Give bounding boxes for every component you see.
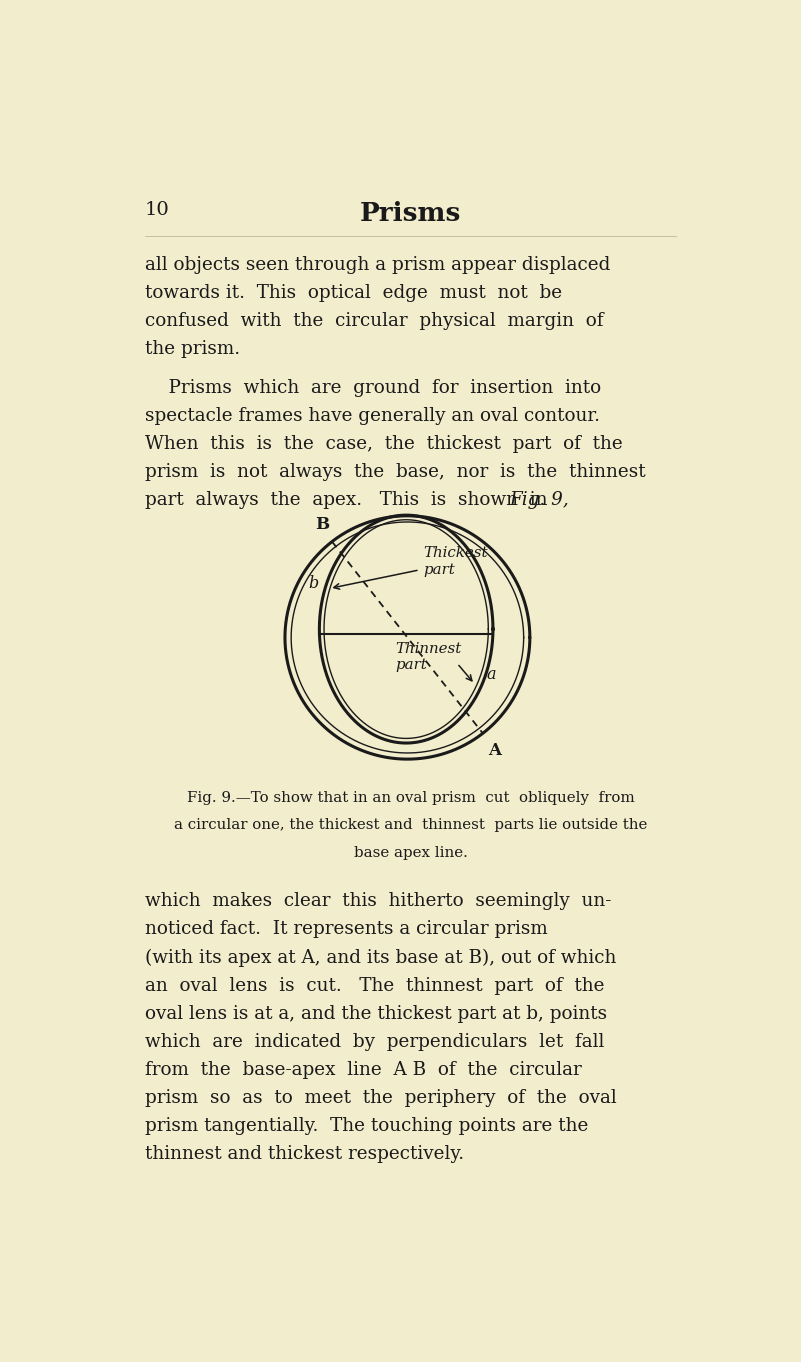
Text: A: A bbox=[488, 742, 501, 759]
Text: prism  so  as  to  meet  the  periphery  of  the  oval: prism so as to meet the periphery of the… bbox=[145, 1090, 617, 1107]
Text: from  the  base-apex  line  A B  of  the  circular: from the base-apex line A B of the circu… bbox=[145, 1061, 582, 1079]
Text: which  makes  clear  this  hitherto  seemingly  un-: which makes clear this hitherto seemingl… bbox=[145, 892, 611, 910]
Text: a: a bbox=[486, 666, 496, 684]
Text: Fig. 9,: Fig. 9, bbox=[509, 492, 569, 509]
Text: spectacle frames have generally an oval contour.: spectacle frames have generally an oval … bbox=[145, 407, 600, 425]
Text: b: b bbox=[308, 575, 318, 591]
Text: base apex line.: base apex line. bbox=[353, 846, 468, 859]
Text: confused  with  the  circular  physical  margin  of: confused with the circular physical marg… bbox=[145, 312, 603, 330]
Text: thinnest and thickest respectively.: thinnest and thickest respectively. bbox=[145, 1145, 464, 1163]
Text: oval lens is at a, and the thickest part at b, points: oval lens is at a, and the thickest part… bbox=[145, 1005, 607, 1023]
Text: Thickest
part: Thickest part bbox=[423, 546, 488, 576]
Text: Thinnest
part: Thinnest part bbox=[395, 642, 461, 671]
Text: noticed fact.  It represents a circular prism: noticed fact. It represents a circular p… bbox=[145, 921, 548, 938]
Text: the prism.: the prism. bbox=[145, 340, 240, 358]
Text: 10: 10 bbox=[145, 202, 170, 219]
Text: Prisms: Prisms bbox=[360, 202, 461, 226]
Text: prism tangentially.  The touching points are the: prism tangentially. The touching points … bbox=[145, 1117, 588, 1135]
Text: Fig. 9.—To show that in an oval prism  cut  obliquely  from: Fig. 9.—To show that in an oval prism cu… bbox=[187, 790, 634, 805]
Text: (with its apex at A, and its base at B), out of which: (with its apex at A, and its base at B),… bbox=[145, 948, 616, 967]
Text: towards it.  This  optical  edge  must  not  be: towards it. This optical edge must not b… bbox=[145, 283, 562, 302]
Text: part  always  the  apex.   This  is  shown  in: part always the apex. This is shown in bbox=[145, 492, 618, 509]
Text: B: B bbox=[315, 516, 329, 533]
Text: prism  is  not  always  the  base,  nor  is  the  thinnest: prism is not always the base, nor is the… bbox=[145, 463, 646, 481]
Text: an  oval  lens  is  cut.   The  thinnest  part  of  the: an oval lens is cut. The thinnest part o… bbox=[145, 977, 604, 994]
Text: which  are  indicated  by  perpendiculars  let  fall: which are indicated by perpendiculars le… bbox=[145, 1032, 604, 1051]
Text: all objects seen through a prism appear displaced: all objects seen through a prism appear … bbox=[145, 256, 610, 274]
Text: When  this  is  the  case,  the  thickest  part  of  the: When this is the case, the thickest part… bbox=[145, 434, 622, 452]
Text: Prisms  which  are  ground  for  insertion  into: Prisms which are ground for insertion in… bbox=[145, 379, 601, 396]
Text: a circular one, the thickest and  thinnest  parts lie outside the: a circular one, the thickest and thinnes… bbox=[174, 819, 647, 832]
